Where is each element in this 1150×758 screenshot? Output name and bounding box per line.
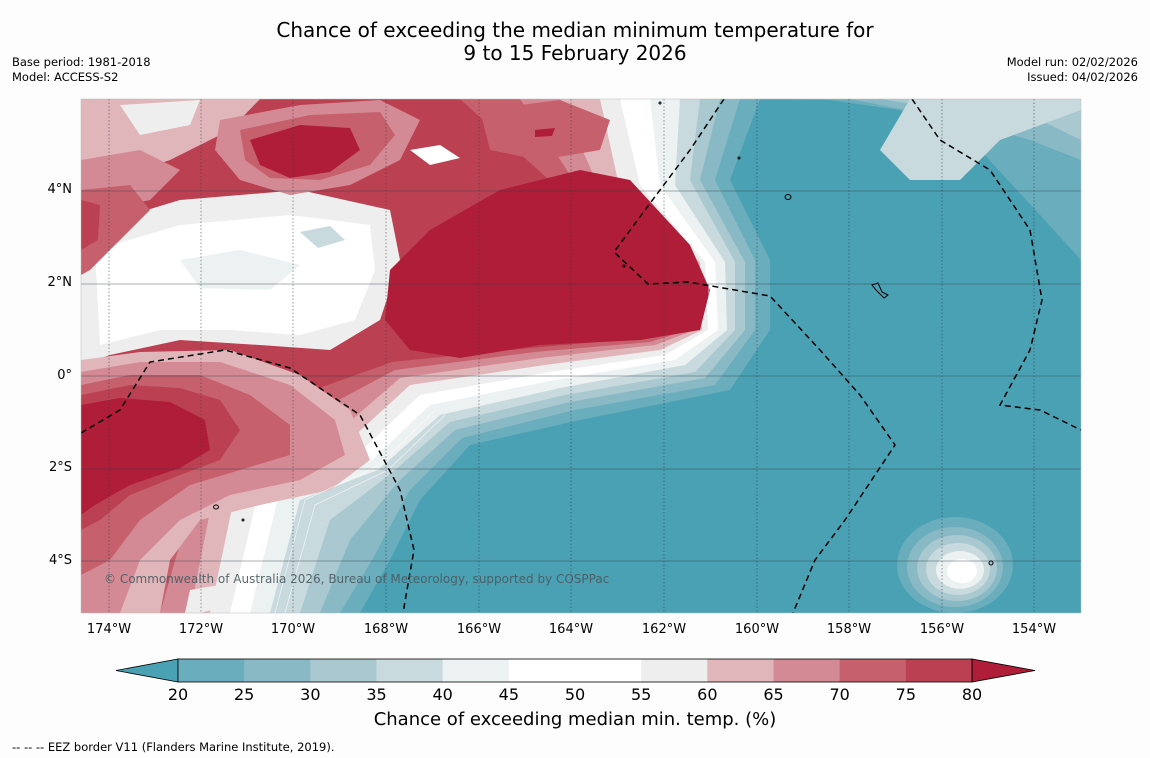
colorbar-swatch — [773, 659, 841, 682]
meta-left: Base period: 1981-2018 Model: ACCESS-S2 — [12, 55, 151, 85]
islands — [213, 101, 994, 566]
colorbar-swatch — [641, 659, 708, 682]
colorbar-swatch — [244, 659, 311, 682]
colorbar-extend-high — [971, 658, 1036, 683]
colorbar-tick-label: 80 — [961, 685, 983, 704]
lon-label-158w: 158°W — [826, 622, 872, 637]
colorbar-tick-label: 25 — [233, 685, 255, 704]
lat-label-0: 0° — [57, 368, 72, 383]
issued-date: Issued: 04/02/2026 — [1027, 70, 1138, 84]
colorbar-tick-label: 60 — [697, 685, 718, 704]
colorbar-tick-label: 65 — [763, 685, 784, 704]
colorbar-tick-label: 35 — [366, 685, 387, 704]
lat-label-4n: 4°N — [47, 182, 73, 197]
colorbar-swatch — [310, 659, 377, 682]
lon-label-164w: 164°W — [548, 622, 594, 637]
model-name: Model: ACCESS-S2 — [12, 70, 119, 84]
lon-label-170w: 170°W — [270, 622, 316, 637]
meta-right: Model run: 02/02/2026 Issued: 04/02/2026 — [1007, 55, 1138, 85]
colorbar-tick-label: 70 — [829, 685, 850, 704]
colorbar — [115, 658, 1036, 683]
colorbar-swatch — [707, 659, 774, 682]
colorbar-tick-label: 45 — [498, 685, 519, 704]
colorbar-swatch — [442, 659, 510, 682]
chart-title-line-1: Chance of exceeding the median minimum t… — [276, 18, 874, 42]
colorbar-swatch — [376, 659, 444, 682]
field-southeast-spot — [897, 517, 1013, 613]
lon-label-172w: 172°W — [178, 622, 224, 637]
colorbar-swatch — [905, 659, 973, 682]
colorbar-swatch — [575, 659, 642, 682]
lon-label-154w: 154°W — [1011, 622, 1057, 637]
colorbar-title: Chance of exceeding median min. temp. (%… — [373, 709, 777, 730]
lon-label-160w: 160°W — [734, 622, 780, 637]
lon-label-168w: 168°W — [363, 622, 409, 637]
colorbar-tick-label: 40 — [432, 685, 453, 704]
colorbar-tick-label: 30 — [300, 685, 321, 704]
graticule-lat — [81, 190, 1081, 562]
lat-label-2s: 2°S — [48, 460, 72, 475]
chart-title-line-2: 9 to 15 February 2026 — [463, 41, 687, 65]
colorbar-tick-label: 50 — [564, 685, 586, 704]
lat-label-4s: 4°S — [48, 553, 72, 568]
lon-label-166w: 166°W — [456, 622, 502, 637]
lon-label-156w: 156°W — [919, 622, 965, 637]
colorbar-swatch — [839, 659, 907, 682]
eez-borders — [81, 99, 1081, 613]
field-west-warm — [81, 99, 770, 613]
colorbar-swatch — [178, 659, 245, 682]
graticule — [108, 99, 1035, 613]
colorbar-extend-low — [115, 658, 179, 683]
copyright-credit: © Commonwealth of Australia 2026, Bureau… — [104, 572, 610, 586]
lon-label-174w: 174°W — [86, 622, 132, 637]
eez-footnote: -- -- -- EEZ border V11 (Flanders Marine… — [12, 740, 335, 754]
model-run: Model run: 02/02/2026 — [1006, 55, 1138, 69]
colorbar-swatch — [508, 659, 576, 682]
colorbar-tick-label: 55 — [630, 685, 652, 704]
contour-lines — [274, 99, 716, 613]
map-frame — [80, 98, 1082, 614]
colorbar-tick-label: 75 — [895, 685, 916, 704]
colorbar-tick-label: 20 — [167, 685, 189, 704]
lon-label-162w: 162°W — [641, 622, 687, 637]
lat-label-2n: 2°N — [47, 275, 73, 290]
base-period: Base period: 1981-2018 — [12, 55, 151, 69]
field-northeast — [780, 99, 1081, 260]
colorbar-frame — [177, 658, 973, 683]
